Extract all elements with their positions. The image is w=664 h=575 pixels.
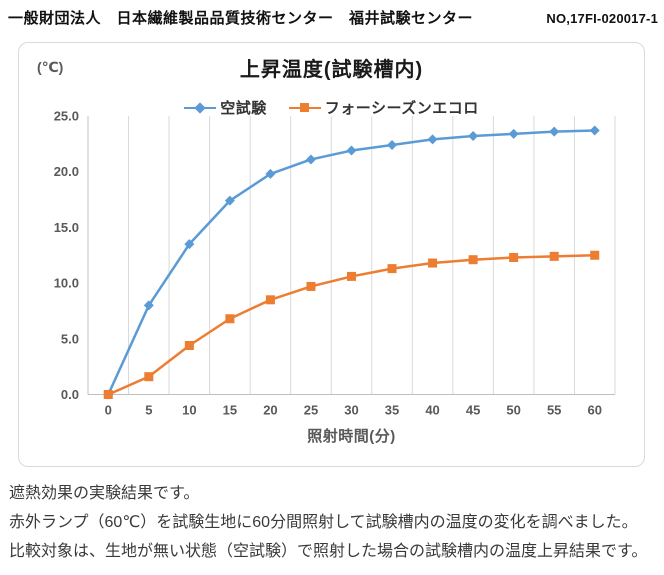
- legend-item-four-seasons-ecolo: フォーシーズンエコロ: [288, 97, 479, 118]
- data-point-marker: [428, 258, 438, 268]
- data-point-marker: [387, 139, 398, 150]
- chart-title: 上昇温度(試験槽内): [239, 59, 424, 81]
- line-square-marker-icon: [288, 102, 321, 113]
- data-point-marker: [184, 340, 194, 350]
- legend-label: 空試験: [220, 100, 267, 117]
- x-tick-label: 25: [304, 403, 318, 418]
- x-tick-label: 55: [547, 403, 561, 418]
- series-line-diamond: [107, 129, 596, 396]
- report-number: NO,17FI-020017-1: [546, 11, 658, 26]
- x-tick-label: 10: [182, 403, 196, 418]
- y-tick-label: 0.0: [61, 387, 79, 402]
- data-point-marker: [347, 271, 356, 281]
- data-point-marker: [468, 255, 478, 265]
- y-tick-label: 5.0: [61, 331, 79, 346]
- data-point-marker: [590, 250, 600, 260]
- data-point-marker: [468, 131, 479, 142]
- line-diamond-marker-icon: [184, 101, 217, 114]
- chart-legend: 空試験 フォーシーズンエコロ: [19, 97, 644, 118]
- x-axis-title: 照射時間(分): [307, 428, 396, 445]
- legend-label: フォーシーズンエコロ: [324, 100, 479, 117]
- note-line: 比較対象は、生地が無い状態（空試験）で照射した場合の試験槽内の温度上昇結果です。: [9, 543, 648, 560]
- note-line: 遮熱効果の実験結果です。: [9, 485, 200, 502]
- legend-item-blank-test: 空試験: [184, 97, 267, 118]
- x-tick-label: 40: [425, 403, 439, 418]
- y-tick-label: 20.0: [54, 164, 79, 179]
- data-point-marker: [509, 252, 519, 262]
- data-point-marker: [143, 300, 154, 311]
- plot-area: 0.0 5.0 10.0 15.0 20.0 25.0 0 5 10 15 20 25 30 35 40 45…: [54, 109, 616, 418]
- data-point-marker: [305, 154, 316, 165]
- data-point-marker: [265, 295, 275, 305]
- y-tick-label: 25.0: [54, 109, 79, 124]
- data-point-marker: [224, 195, 235, 206]
- y-tick-label: 15.0: [54, 220, 79, 235]
- data-point-marker: [103, 390, 113, 399]
- data-point-marker: [306, 281, 316, 291]
- data-point-marker: [184, 239, 195, 250]
- x-tick-label: 0: [105, 403, 112, 418]
- organization-name: 一般財団法人 日本繊維製品品質技術センター 福井試験センター: [8, 10, 474, 27]
- data-point-marker: [387, 264, 397, 274]
- data-point-marker: [427, 134, 438, 145]
- x-tick-label: 30: [344, 403, 358, 418]
- report-header: 一般財団法人 日本繊維製品品質技術センター 福井試験センター NO,17FI-0…: [8, 7, 658, 28]
- x-tick-label: 50: [506, 403, 520, 418]
- y-axis-unit-label: (℃): [37, 59, 64, 75]
- data-point-marker: [549, 251, 559, 261]
- x-tick-label: 35: [385, 403, 399, 418]
- x-tick-label: 45: [466, 403, 480, 418]
- data-point-marker: [346, 145, 357, 156]
- x-tick-label: 60: [587, 403, 601, 418]
- x-tick-label: 20: [263, 403, 277, 418]
- data-point-marker: [508, 128, 519, 139]
- data-point-marker: [549, 126, 560, 137]
- x-tick-label: 15: [223, 403, 237, 418]
- data-point-marker: [144, 372, 154, 382]
- data-point-marker: [589, 125, 600, 136]
- note-line: 赤外ランプ（60℃）を試験生地に60分間照射して試験槽内の温度の変化を調べました…: [9, 514, 638, 531]
- data-point-marker: [265, 168, 276, 179]
- data-point-marker: [225, 314, 235, 324]
- x-tick-label: 5: [145, 403, 152, 418]
- notes-block: 遮熱効果の実験結果です。 赤外ランプ（60℃）を試験生地に60分間照射して試験槽…: [9, 479, 659, 566]
- chart-frame: (℃) 上昇温度(試験槽内) 空試験 フォーシーズンエコロ 0.0 5.0 10.0…: [18, 42, 645, 467]
- y-tick-label: 10.0: [54, 276, 79, 291]
